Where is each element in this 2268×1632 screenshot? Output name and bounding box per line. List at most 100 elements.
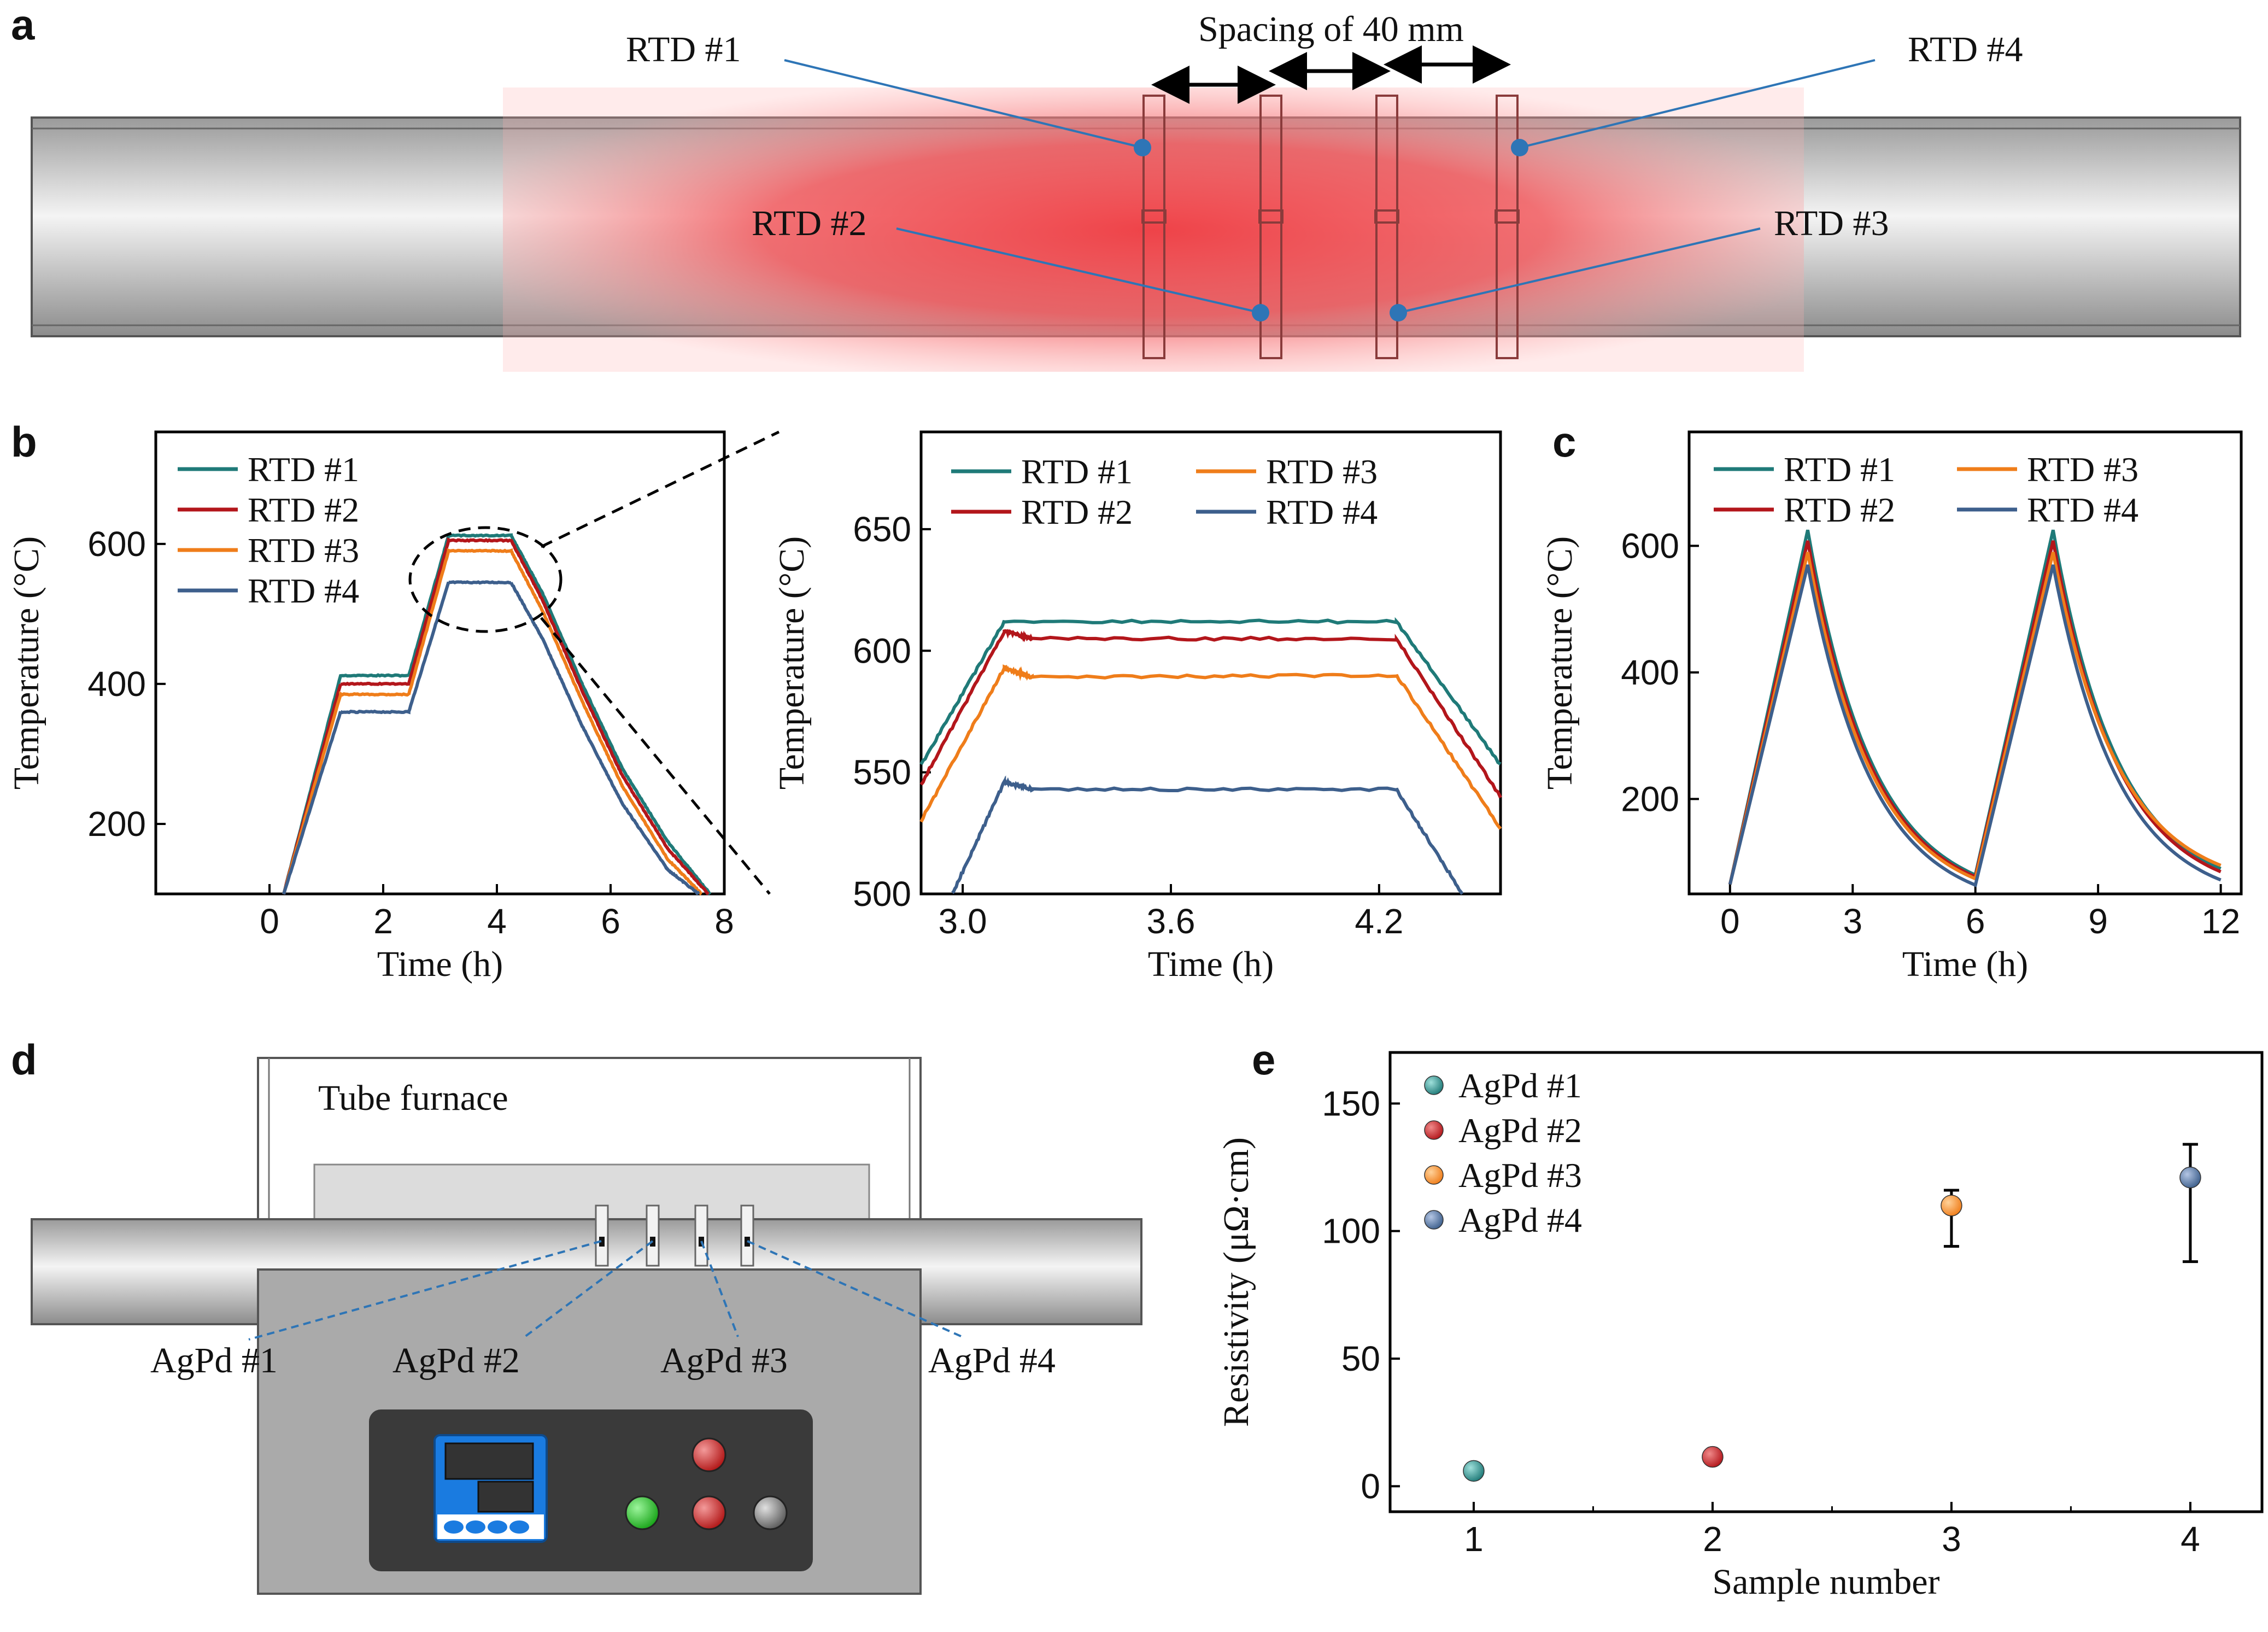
legend-label: AgPd #4 bbox=[1458, 1201, 1582, 1239]
x-tick-label: 4 bbox=[2181, 1519, 2200, 1559]
series-line bbox=[1728, 552, 2222, 885]
plot-frame bbox=[1388, 1051, 2264, 1513]
series-line bbox=[1728, 564, 2222, 887]
furnace-label: Tube furnace bbox=[318, 1078, 508, 1118]
data-point bbox=[1463, 1460, 1485, 1482]
series-line bbox=[282, 548, 703, 896]
x-axis-label: Time (h) bbox=[1902, 944, 2028, 984]
y-tick-label: 550 bbox=[853, 753, 911, 792]
y-tick-label: 650 bbox=[853, 510, 911, 549]
series-line bbox=[282, 537, 710, 896]
plot-frame bbox=[1687, 430, 2243, 896]
legend-label: RTD #3 bbox=[248, 531, 359, 570]
series-line bbox=[282, 580, 700, 896]
heated-zone bbox=[503, 87, 1804, 372]
zoom-connector bbox=[540, 617, 771, 895]
y-tick-label: 500 bbox=[853, 874, 911, 914]
x-tick-label: 8 bbox=[714, 902, 734, 941]
legend-label: RTD #2 bbox=[248, 490, 359, 529]
rtd4-label: RTD #4 bbox=[1908, 30, 2023, 69]
data-point bbox=[1941, 1195, 1962, 1216]
x-tick-label: 3.6 bbox=[1147, 902, 1195, 941]
panel-e-label: e bbox=[1252, 1036, 1275, 1084]
y-tick-label: 150 bbox=[1322, 1084, 1380, 1123]
y-axis-label: Resistivity (μΩ·cm) bbox=[1216, 1137, 1256, 1427]
x-axis-label: Sample number bbox=[1712, 1562, 1939, 1602]
y-tick-label: 600 bbox=[87, 524, 146, 564]
x-tick-label: 2 bbox=[1703, 1519, 1722, 1559]
series-line bbox=[919, 664, 1502, 830]
rtd-probe bbox=[1496, 95, 1519, 359]
sample2-label: AgPd #2 bbox=[392, 1341, 520, 1381]
panel-a-label: a bbox=[11, 1, 35, 49]
panel-d: d Tube furnace bbox=[11, 1036, 1142, 1595]
legend-label: RTD #2 bbox=[1021, 493, 1133, 531]
panel-e: e 1 2 3 4 0 50 100 150 Sample number Resistivity … bbox=[1216, 1036, 2264, 1602]
data-point bbox=[2179, 1166, 2201, 1189]
red-button-icon bbox=[691, 1495, 726, 1530]
sample1-label: AgPd #1 bbox=[150, 1341, 278, 1381]
legend-marker bbox=[1424, 1120, 1444, 1140]
panel-a: a Spacing of 40 mm RTD bbox=[11, 1, 2241, 372]
x-tick-label: 4 bbox=[487, 902, 507, 941]
chart-c: 0 3 6 9 12 200 400 600 Time (h) Temperature (°C) R… bbox=[1540, 430, 2243, 984]
panel-c-label: c bbox=[1552, 418, 1576, 466]
plot-frame bbox=[919, 430, 1502, 896]
x-tick-label: 9 bbox=[2088, 902, 2108, 941]
y-axis-label: Temperature (°C) bbox=[7, 536, 46, 789]
legend-label: RTD #1 bbox=[248, 450, 359, 489]
legend-label: AgPd #2 bbox=[1458, 1111, 1582, 1150]
y-tick-label: 50 bbox=[1341, 1339, 1380, 1378]
x-tick-label: 4.2 bbox=[1355, 902, 1403, 941]
x-tick-label: 3.0 bbox=[939, 902, 987, 941]
x-tick-label: 3 bbox=[1942, 1519, 1961, 1559]
legend-label: RTD #3 bbox=[1266, 452, 1378, 491]
rtd2-label: RTD #2 bbox=[752, 203, 867, 243]
panel-c: c 0 3 6 9 12 200 400 600 Time (h) Temperature (°C… bbox=[1540, 418, 2243, 984]
gray-button-icon bbox=[753, 1495, 788, 1530]
series-line bbox=[282, 533, 712, 896]
legend-marker bbox=[1424, 1165, 1444, 1185]
legend-label: AgPd #3 bbox=[1458, 1156, 1582, 1195]
y-tick-label: 600 bbox=[1621, 526, 1679, 565]
panel-b-label: b bbox=[11, 418, 37, 466]
series-line bbox=[951, 775, 1464, 895]
green-button-icon bbox=[625, 1495, 660, 1530]
legend-label: RTD #4 bbox=[2027, 490, 2138, 529]
zoom-connector bbox=[540, 430, 780, 548]
y-tick-label: 400 bbox=[87, 664, 146, 704]
x-tick-label: 0 bbox=[260, 902, 279, 941]
y-tick-label: 200 bbox=[87, 804, 146, 844]
chart-b-main: 0 2 4 6 8 200 400 600 Time (h) Temperature (°C) RT… bbox=[7, 430, 734, 984]
legend-label: RTD #4 bbox=[1266, 493, 1378, 531]
chart-b-zoom: 3.0 3.6 4.2 500 550 600 650 Time (h) Temperature… bbox=[772, 430, 1502, 984]
rtd-pointers bbox=[784, 59, 1876, 321]
series-line bbox=[919, 629, 1502, 799]
sample3-label: AgPd #3 bbox=[660, 1341, 788, 1381]
y-axis-label: Temperature (°C) bbox=[772, 536, 812, 789]
y-axis-label: Temperature (°C) bbox=[1540, 536, 1580, 789]
legend-marker bbox=[1424, 1210, 1444, 1230]
y-tick-label: 100 bbox=[1322, 1212, 1380, 1251]
spacing-arrows bbox=[1151, 45, 1511, 104]
legend-marker bbox=[1424, 1075, 1444, 1095]
x-tick-label: 2 bbox=[373, 902, 393, 941]
y-tick-label: 600 bbox=[853, 631, 911, 670]
y-tick-label: 400 bbox=[1621, 653, 1679, 692]
data-point bbox=[1702, 1446, 1724, 1468]
legend-label: RTD #3 bbox=[2027, 450, 2138, 489]
panel-d-label: d bbox=[11, 1036, 37, 1084]
rtd-probe bbox=[1375, 95, 1398, 359]
chart-e: 1 2 3 4 0 50 100 150 Sample number Resistivity (μ… bbox=[1216, 1051, 2264, 1602]
y-tick-label: 200 bbox=[1621, 779, 1679, 818]
y-tick-label: 0 bbox=[1361, 1466, 1380, 1506]
legend-label: AgPd #1 bbox=[1458, 1066, 1582, 1105]
zoom-ellipse bbox=[408, 526, 562, 633]
x-axis-label: Time (h) bbox=[377, 944, 503, 984]
legend-label: RTD #1 bbox=[1784, 450, 1895, 489]
panel-b: b 0 2 4 6 8 200 400 600 Time (h) Temperature (°C)… bbox=[7, 418, 1502, 984]
x-tick-label: 6 bbox=[601, 902, 620, 941]
spacing-label: Spacing of 40 mm bbox=[1198, 9, 1464, 49]
x-tick-label: 1 bbox=[1464, 1519, 1484, 1559]
